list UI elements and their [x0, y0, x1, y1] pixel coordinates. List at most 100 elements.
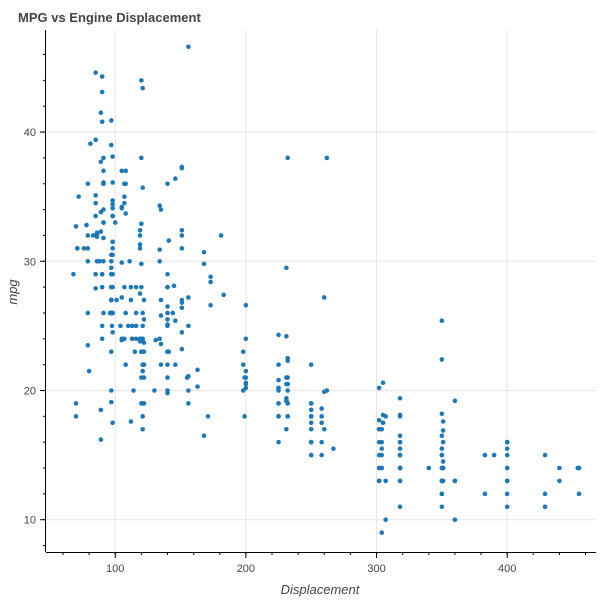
axes: 100 200 300 400 10 20 30 40	[24, 30, 596, 575]
data-point	[165, 362, 170, 367]
data-point	[452, 517, 458, 522]
data-point	[179, 305, 185, 311]
data-point	[308, 414, 314, 419]
data-point	[140, 323, 145, 329]
data-point	[208, 279, 213, 285]
data-point	[85, 258, 91, 264]
data-point	[98, 229, 104, 234]
data-point	[173, 176, 178, 181]
data-point	[276, 385, 281, 391]
data-point	[101, 155, 106, 161]
data-point	[308, 439, 314, 445]
data-point	[186, 44, 191, 50]
data-point	[140, 310, 145, 316]
data-point	[165, 284, 170, 290]
data-point	[321, 389, 327, 395]
data-point	[243, 368, 249, 374]
data-point	[439, 478, 445, 484]
data-point	[439, 357, 445, 362]
data-point	[439, 504, 445, 510]
data-point	[324, 155, 330, 161]
data-point	[376, 452, 382, 458]
data-point	[576, 491, 582, 497]
data-point	[376, 385, 382, 391]
data-point	[153, 337, 159, 343]
data-point	[109, 258, 114, 264]
data-point	[140, 368, 145, 374]
data-point	[114, 297, 119, 303]
data-point	[195, 367, 200, 373]
data-point	[179, 233, 185, 238]
data-point	[379, 446, 385, 451]
data-point	[208, 302, 213, 308]
data-point	[504, 452, 510, 458]
data-point	[139, 284, 144, 290]
data-point	[218, 233, 224, 238]
data-point	[123, 310, 128, 316]
data-point	[152, 388, 157, 393]
data-point	[140, 414, 145, 419]
data-point	[93, 271, 98, 277]
data-point	[99, 89, 105, 95]
data-point	[99, 284, 105, 290]
data-point	[557, 478, 562, 484]
data-point	[110, 206, 115, 211]
data-point	[98, 407, 104, 413]
data-point	[179, 227, 185, 233]
data-point	[173, 318, 178, 324]
data-point	[285, 358, 290, 364]
data-point	[119, 260, 125, 265]
data-point	[319, 406, 324, 411]
data-point	[73, 414, 79, 419]
data-point	[110, 154, 115, 159]
data-point	[139, 349, 144, 355]
data-point	[397, 465, 403, 471]
data-point	[157, 203, 162, 209]
data-point	[397, 446, 403, 451]
data-point	[158, 313, 164, 318]
data-point	[139, 78, 144, 83]
data-point	[452, 398, 458, 404]
data-point	[439, 491, 445, 497]
data-point	[397, 439, 403, 445]
data-point	[331, 446, 336, 451]
data-point	[110, 202, 115, 207]
data-point	[133, 336, 139, 342]
data-point	[109, 349, 114, 355]
data-point	[85, 246, 91, 251]
data-point	[158, 207, 164, 212]
data-point	[141, 340, 147, 345]
data-point	[99, 74, 105, 79]
data-point	[397, 433, 403, 439]
data-point	[186, 401, 191, 406]
data-point	[98, 110, 104, 115]
data-point	[397, 395, 403, 401]
data-point	[173, 362, 178, 367]
data-point	[93, 200, 98, 206]
data-point	[128, 297, 134, 303]
data-point	[85, 342, 91, 348]
data-point	[158, 297, 164, 303]
data-point	[129, 336, 135, 342]
data-point	[186, 295, 191, 300]
data-point	[179, 346, 185, 352]
data-point	[242, 414, 247, 419]
data-point	[165, 304, 170, 309]
data-point	[439, 452, 445, 458]
x-tick-label: 400	[498, 563, 516, 575]
data-point	[179, 297, 185, 303]
data-point	[440, 428, 446, 433]
data-point	[118, 323, 123, 329]
data-point	[101, 168, 106, 174]
data-point	[109, 271, 114, 277]
data-point	[440, 439, 446, 445]
data-point	[75, 246, 80, 251]
data-point	[482, 452, 488, 458]
data-point	[276, 439, 281, 445]
data-point	[439, 433, 445, 439]
data-point	[137, 291, 143, 296]
grid	[46, 30, 596, 552]
data-point	[179, 165, 185, 171]
data-point	[119, 336, 125, 342]
data-point	[128, 284, 134, 290]
